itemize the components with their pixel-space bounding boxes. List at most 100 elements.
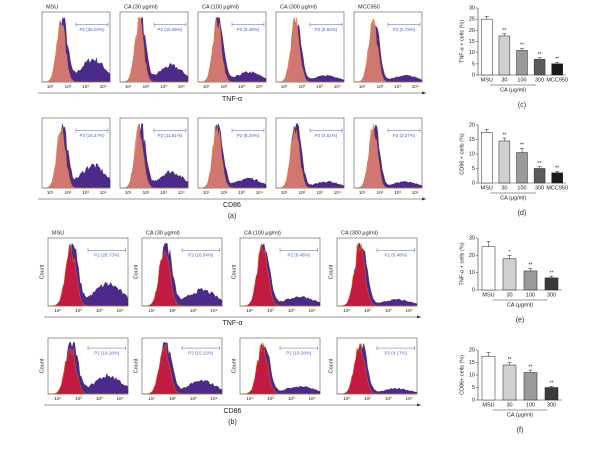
control-histogram [240, 243, 320, 307]
x-tick-label: 10¹ [148, 396, 155, 401]
x-tick-label: 10⁴ [178, 84, 185, 89]
y-tick-label: 30 [469, 5, 475, 11]
x-tick-label: 10⁴ [117, 308, 124, 313]
bar [523, 372, 538, 401]
histogram-frame [197, 117, 267, 189]
x-tick-label: MSU [481, 77, 493, 83]
x-tick-label: 10³ [394, 190, 401, 195]
x-tick-label: 10² [267, 308, 274, 313]
bar [551, 172, 563, 184]
bar [516, 50, 528, 76]
y-tick-label: 20 [469, 122, 475, 128]
x-tick-label: 10³ [96, 308, 103, 313]
x-tick-label: 10² [364, 308, 371, 313]
panel-label: (b) [228, 419, 237, 426]
error-bar [484, 129, 489, 133]
x-tick-label: 30 [501, 77, 507, 83]
gate-label: P2 (28.73%) [94, 252, 120, 257]
x-tick-label: 300 [547, 402, 556, 408]
x-tick-label: 10³ [288, 308, 295, 313]
x-tick-label: 10⁴ [178, 190, 185, 195]
y-axis-label: CD86 + cells (%) [459, 133, 465, 175]
x-axis-label: CA (μg/ml) [500, 87, 526, 93]
gate-label: P2 (8.20%) [237, 133, 260, 138]
y-axis-label: Count [328, 264, 334, 279]
x-tick-label: 10⁴ [309, 308, 316, 313]
arrow-head [417, 403, 421, 407]
x-tick-label: 10² [377, 84, 384, 89]
control-histogram [337, 243, 417, 307]
control-histogram [198, 17, 266, 83]
y-tick-label: 10 [469, 151, 475, 157]
y-tick-label: 20 [469, 347, 475, 353]
y-axis-label: TNF-α + cells (%) [459, 242, 465, 285]
x-tick-label: 10⁴ [412, 190, 419, 195]
x-tick-label: MCC950 [546, 77, 568, 83]
arrow-head [422, 91, 426, 95]
bar [481, 356, 496, 401]
x-tick-label: 10⁴ [334, 84, 341, 89]
y-tick-label: 0 [472, 72, 475, 78]
error-bar [486, 352, 491, 357]
x-tick-label: 10⁴ [211, 396, 218, 401]
gate-label: P2 (15.12%) [188, 350, 214, 355]
x-tick-label: 10⁴ [406, 396, 413, 401]
x-tick-label: 10¹ [203, 84, 210, 89]
gate-label: P2 (6.48%) [385, 252, 408, 257]
x-tick-label: 10³ [82, 190, 89, 195]
bar [498, 35, 511, 76]
error-bar [484, 16, 489, 20]
control-histogram [354, 123, 422, 189]
panel-label: (a) [228, 213, 237, 220]
x-axis-label: CA (μg/ml) [500, 195, 526, 201]
bar [523, 270, 538, 291]
x-tick-label: 10² [299, 84, 306, 89]
arrow-head [422, 197, 426, 201]
y-tick-label: 30 [469, 235, 475, 241]
histogram-frame [197, 11, 267, 83]
x-tick-label: MCC950 [546, 185, 568, 191]
x-tick-label: 10¹ [47, 84, 54, 89]
x-tick-label: MSU [481, 185, 493, 191]
x-tick-label: 10³ [316, 84, 323, 89]
y-tick-label: 20 [469, 28, 475, 34]
x-tick-label: 300 [535, 185, 544, 191]
bar [551, 63, 563, 76]
bar [481, 246, 496, 291]
x-tick-label: 10² [221, 190, 228, 195]
y-tick-label: 5 [472, 61, 475, 67]
significance: ** [529, 364, 533, 370]
y-axis-label: Count [133, 264, 139, 279]
control-histogram [276, 127, 344, 189]
histogram-title: MCC950 [358, 4, 380, 10]
panel-label: (e) [516, 317, 525, 324]
x-tick-label: 10¹ [125, 190, 132, 195]
bar [544, 277, 559, 291]
y-tick-label: 0 [472, 287, 475, 293]
histogram-title: MSU [52, 230, 64, 236]
y-axis-label: Count [328, 358, 334, 373]
x-axis-label: CA (μg/ml) [507, 302, 533, 308]
x-tick-label: 10⁴ [256, 190, 263, 195]
error-bar [486, 241, 491, 247]
x-tick-label: 30 [501, 185, 507, 191]
x-tick-label: 10¹ [343, 308, 350, 313]
bar [516, 152, 528, 184]
gate-label: P2 (16.86%) [157, 27, 183, 32]
error-bar [507, 362, 512, 365]
bar [481, 132, 493, 184]
gate-label: P2 (25.04%) [79, 27, 105, 32]
bar [544, 387, 559, 401]
y-tick-label: 15 [469, 137, 475, 143]
x-tick-label: 10² [299, 190, 306, 195]
axis-label: CD86 [223, 202, 241, 209]
significance: ** [520, 143, 524, 149]
x-tick-label: 10¹ [246, 396, 253, 401]
histogram-frame [275, 117, 345, 189]
error-bar [520, 47, 524, 51]
gate-label: P2 (5.79%) [393, 27, 416, 32]
bar [502, 258, 517, 291]
x-tick-label: 10³ [190, 308, 197, 313]
y-axis-label: Count [231, 264, 237, 279]
histogram-frame [353, 117, 423, 189]
